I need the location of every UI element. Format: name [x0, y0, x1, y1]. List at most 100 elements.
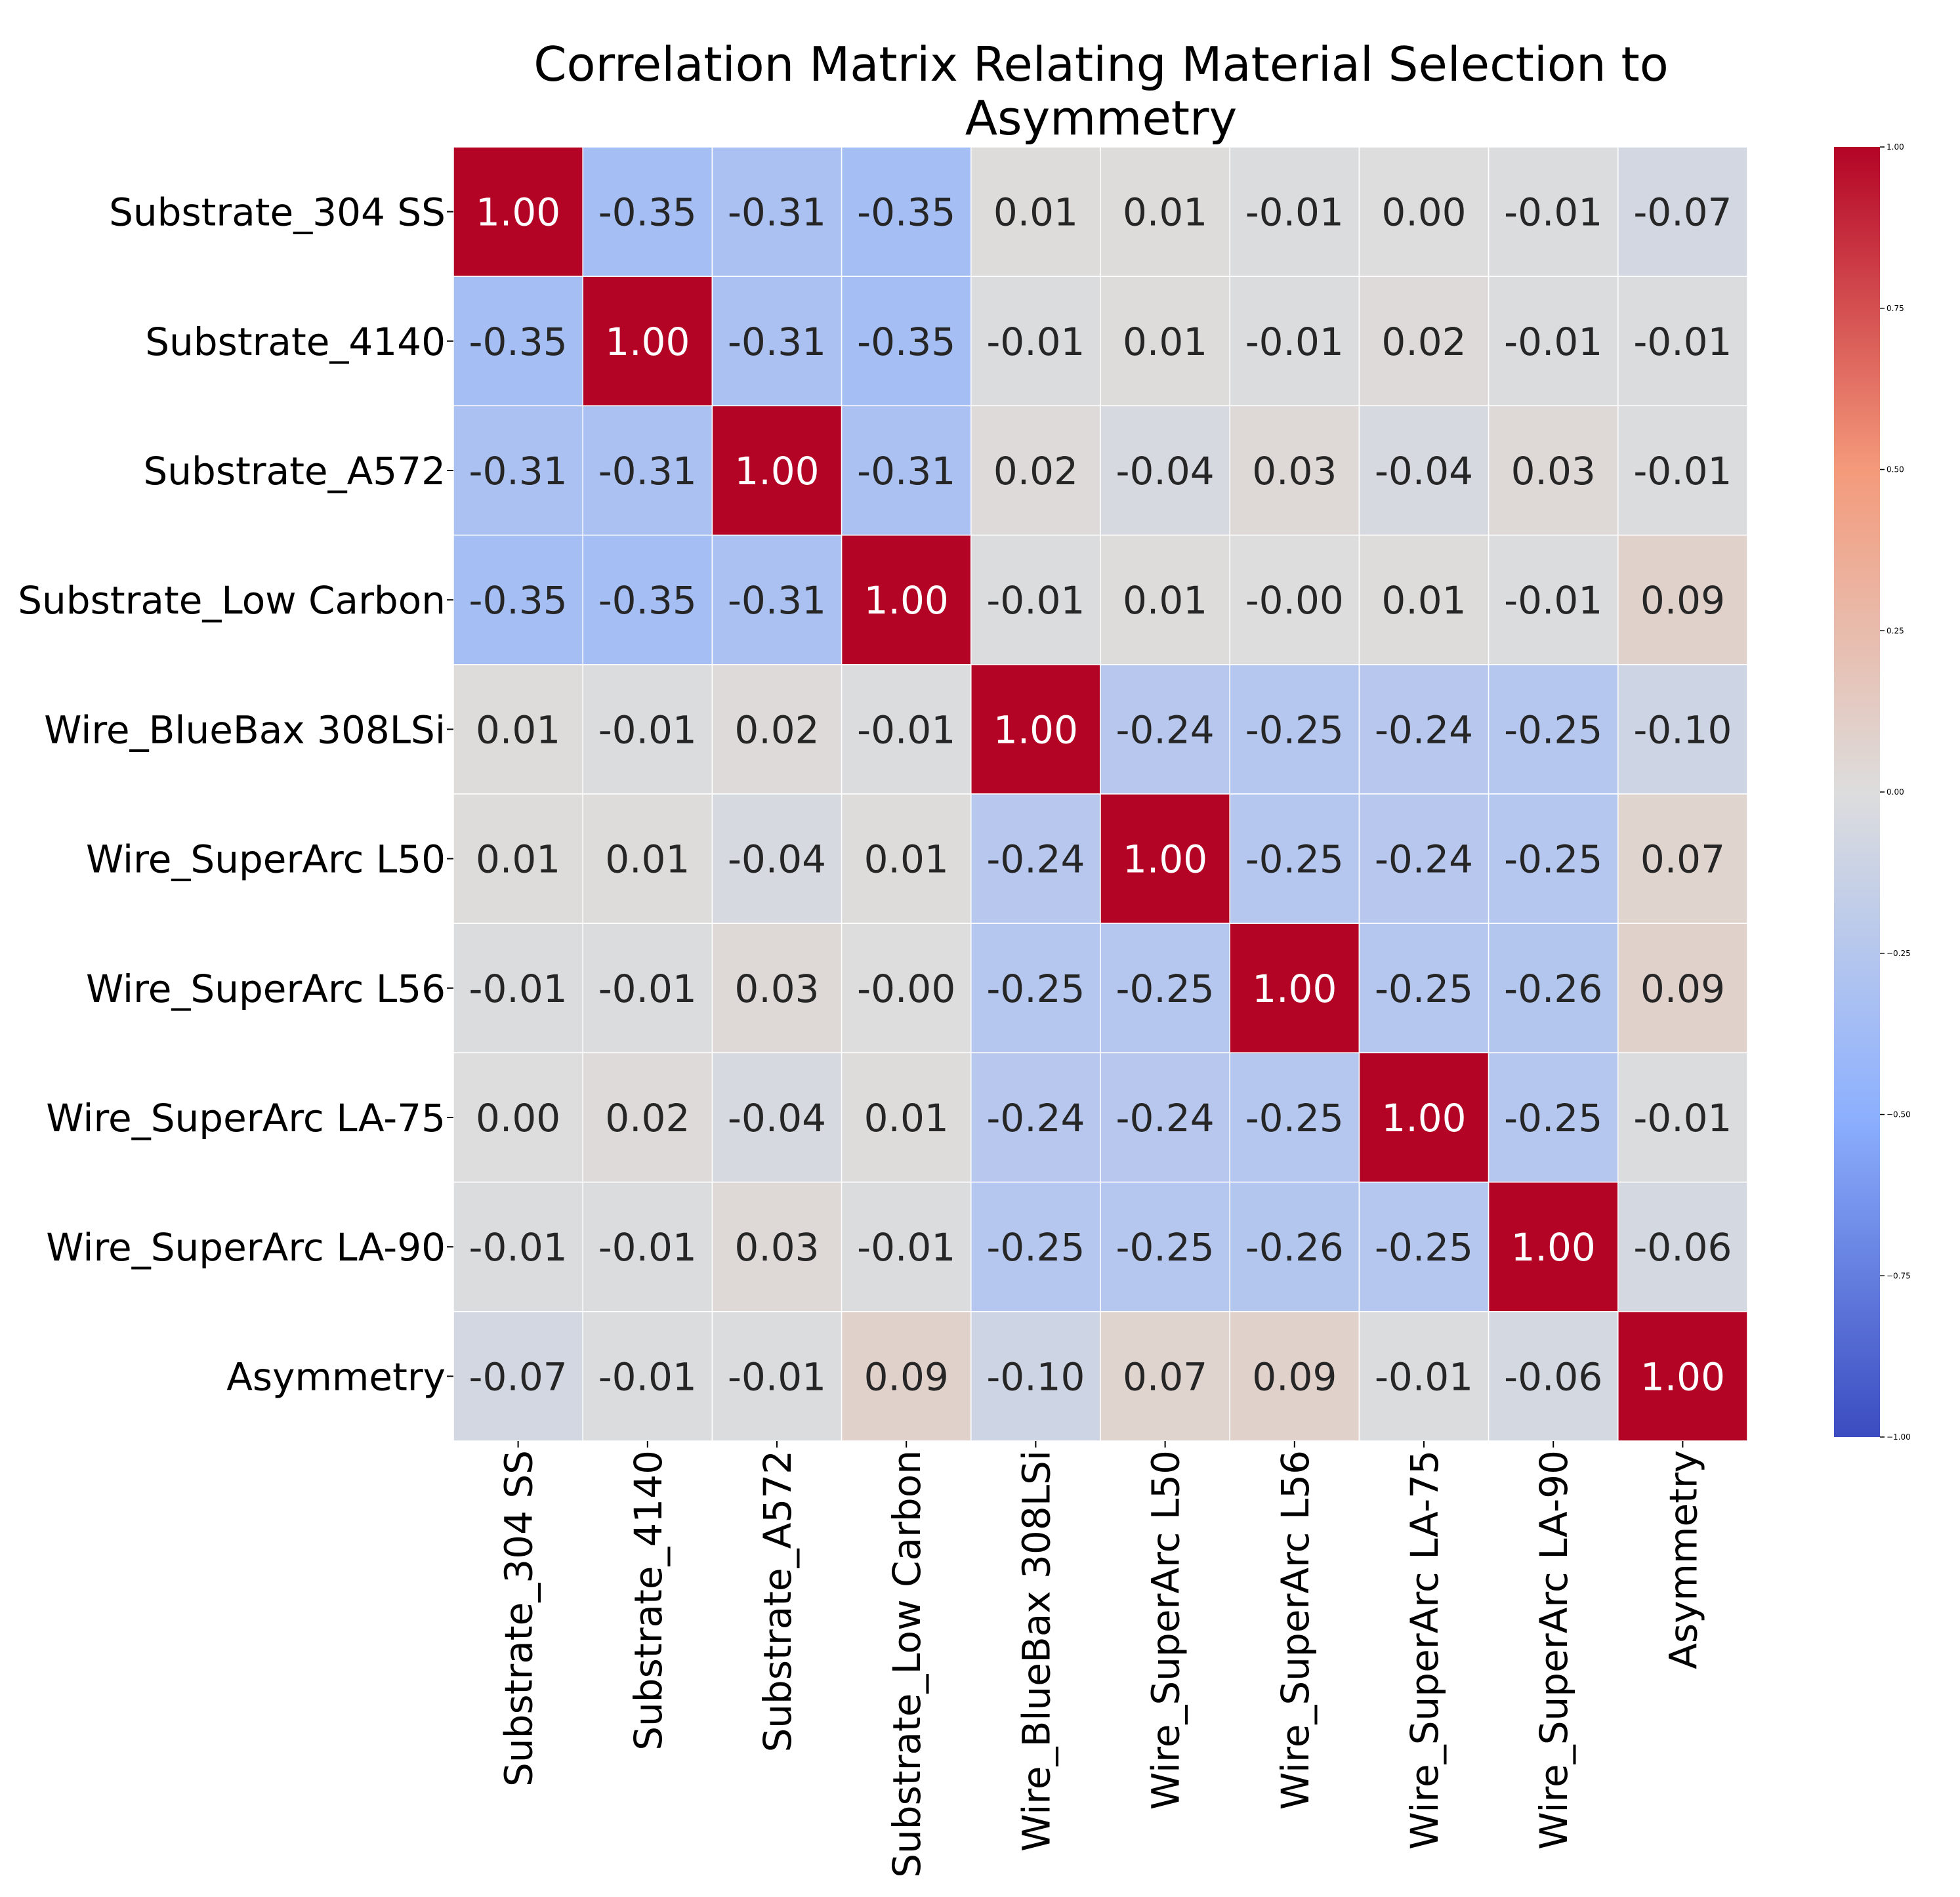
heatmap-cell — [970, 1311, 1101, 1442]
heatmap-cell — [582, 1311, 713, 1442]
heatmap-cell-value: 0.09 — [1252, 1354, 1337, 1399]
y-tick-label: Wire_SuperArc L56 — [86, 967, 446, 1011]
heatmap-cell-value: -0.01 — [598, 707, 697, 752]
heatmap-cell-value: 1.00 — [1381, 1096, 1466, 1140]
heatmap-cell — [1229, 534, 1360, 665]
heatmap-cell-value: 0.03 — [1252, 449, 1337, 493]
heatmap-cell-value: -0.00 — [857, 967, 955, 1011]
heatmap-cell — [1358, 923, 1490, 1054]
heatmap-cell-value: -0.04 — [728, 837, 826, 882]
colorbar-gradient — [1834, 147, 1880, 1437]
x-tick-label: Wire_SuperArc L56 — [1273, 1450, 1318, 1810]
chart-title: Correlation Matrix Relating Material Sel… — [533, 37, 1669, 146]
heatmap-cell-value: -0.04 — [1116, 449, 1215, 493]
heatmap-cell — [1358, 534, 1490, 665]
heatmap-cell — [1100, 1052, 1230, 1183]
heatmap-cell — [582, 1052, 713, 1183]
heatmap-cell — [1100, 793, 1230, 924]
heatmap-cell-value: -0.25 — [1116, 1225, 1215, 1270]
heatmap-cell-value: -0.07 — [1633, 190, 1732, 235]
heatmap-cell-value: -0.01 — [857, 1225, 955, 1270]
heatmap-cell-value: -0.01 — [1245, 190, 1344, 235]
heatmap-cell-value: 0.09 — [864, 1354, 949, 1399]
heatmap-cell-value: -0.31 — [728, 190, 826, 235]
heatmap-cell — [582, 1181, 713, 1312]
heatmap-cell-value: 1.00 — [734, 449, 819, 493]
heatmap-cell-value: 0.07 — [1640, 837, 1725, 882]
heatmap-cell-value: 1.00 — [476, 190, 560, 235]
colorbar-tick-label: 0.00 — [1887, 787, 1904, 797]
x-tick-label: Wire_SuperArc L50 — [1144, 1450, 1188, 1810]
heatmap-cell — [453, 405, 583, 536]
y-tick-label: Substrate_4140 — [145, 320, 446, 364]
colorbar-tick-label: 0.75 — [1887, 304, 1904, 313]
heatmap-cell — [453, 793, 583, 924]
heatmap-cell — [841, 276, 972, 407]
colorbar-tick-label: −0.25 — [1887, 949, 1911, 958]
heatmap-cell — [1100, 276, 1230, 407]
heatmap-cell-value: -0.01 — [1504, 190, 1602, 235]
heatmap-cell-value: 0.02 — [734, 707, 819, 752]
x-tick-label: Substrate_A572 — [755, 1450, 800, 1753]
heatmap-cell-value: 0.01 — [1123, 578, 1207, 623]
heatmap-cell-value: 1.00 — [605, 320, 690, 364]
heatmap-cell — [1229, 405, 1360, 536]
heatmap-cell — [453, 1311, 583, 1442]
heatmap-cell — [1617, 146, 1748, 277]
heatmap-cell — [1358, 664, 1490, 795]
x-tick-label: Substrate_4140 — [626, 1450, 671, 1751]
y-tick-label: Asymmetry — [226, 1354, 446, 1399]
heatmap-cell-value: 1.00 — [993, 707, 1078, 752]
colorbar-tick-label: 0.25 — [1887, 626, 1904, 635]
heatmap-cell-value: -0.31 — [598, 449, 697, 493]
chart-title-line-1: Correlation Matrix Relating Material Sel… — [533, 37, 1669, 92]
heatmap-cell-value: -0.04 — [1375, 449, 1473, 493]
heatmap-cell-value: -0.24 — [986, 837, 1085, 882]
heatmap-cell-value: -0.31 — [469, 449, 568, 493]
heatmap-cell — [841, 793, 972, 924]
heatmap-cell — [1617, 276, 1748, 407]
x-axis-tick-labels: Substrate_304 SS Substrate_4140 Substrate_… — [497, 1441, 1705, 1878]
heatmap-cell-value: -0.26 — [1504, 967, 1602, 1011]
heatmap-cell — [1229, 276, 1360, 407]
heatmap-cell — [1358, 405, 1490, 536]
heatmap-cell — [1617, 1311, 1748, 1442]
heatmap-cell — [711, 276, 843, 407]
heatmap-cell-value: 0.01 — [993, 190, 1078, 235]
heatmap-cell — [1617, 664, 1748, 795]
heatmap-cell-value: -0.06 — [1633, 1225, 1732, 1270]
heatmap-cell — [1358, 276, 1490, 407]
heatmap-cell — [1229, 793, 1360, 924]
heatmap-cell-value: 0.00 — [1381, 190, 1466, 235]
heatmap-cell — [1488, 1311, 1619, 1442]
heatmap-cell — [1100, 1181, 1230, 1312]
heatmap-cell-value: -0.01 — [469, 967, 568, 1011]
colorbar-tick-label: −0.75 — [1887, 1271, 1911, 1280]
heatmap-cell — [1100, 1311, 1230, 1442]
x-tick-label: Substrate_Low Carbon — [885, 1450, 929, 1878]
heatmap-cell — [1488, 405, 1619, 536]
heatmap-cell-value: -0.25 — [1504, 837, 1602, 882]
y-tick-label: Wire_SuperArc LA-75 — [46, 1096, 446, 1140]
heatmap-cell — [1229, 1311, 1360, 1442]
heatmap-cell — [1488, 664, 1619, 795]
heatmap-cell-value: -0.01 — [728, 1354, 826, 1399]
heatmap-cell-value: -0.00 — [1245, 578, 1344, 623]
heatmap-cell-labels: 1.00 -0.35 -0.31 -0.35 0.01 0.01 -0.01 0.00 -0.0… — [469, 190, 1732, 1400]
heatmap-cell-value: -0.10 — [986, 1354, 1085, 1399]
heatmap-cell — [1617, 923, 1748, 1054]
heatmap-cell — [1617, 1181, 1748, 1312]
heatmap-cell — [970, 276, 1101, 407]
heatmap-cell-value: 0.02 — [993, 449, 1078, 493]
heatmap-cell-value: -0.01 — [1375, 1354, 1473, 1399]
heatmap-cell — [1358, 1181, 1490, 1312]
heatmap-cell-value: -0.01 — [986, 578, 1085, 623]
heatmap-cell-value: -0.35 — [857, 190, 955, 235]
heatmap-cell — [1488, 923, 1619, 1054]
heatmap-cell-value: -0.26 — [1245, 1225, 1344, 1270]
heatmap-cell-value: -0.01 — [986, 320, 1085, 364]
y-tick-label: Substrate_304 SS — [109, 190, 446, 235]
y-tick-label: Wire_SuperArc L50 — [86, 837, 446, 882]
y-axis-tick-labels: Substrate_304 SS Substrate_4140 Substrate_… — [18, 190, 453, 1399]
